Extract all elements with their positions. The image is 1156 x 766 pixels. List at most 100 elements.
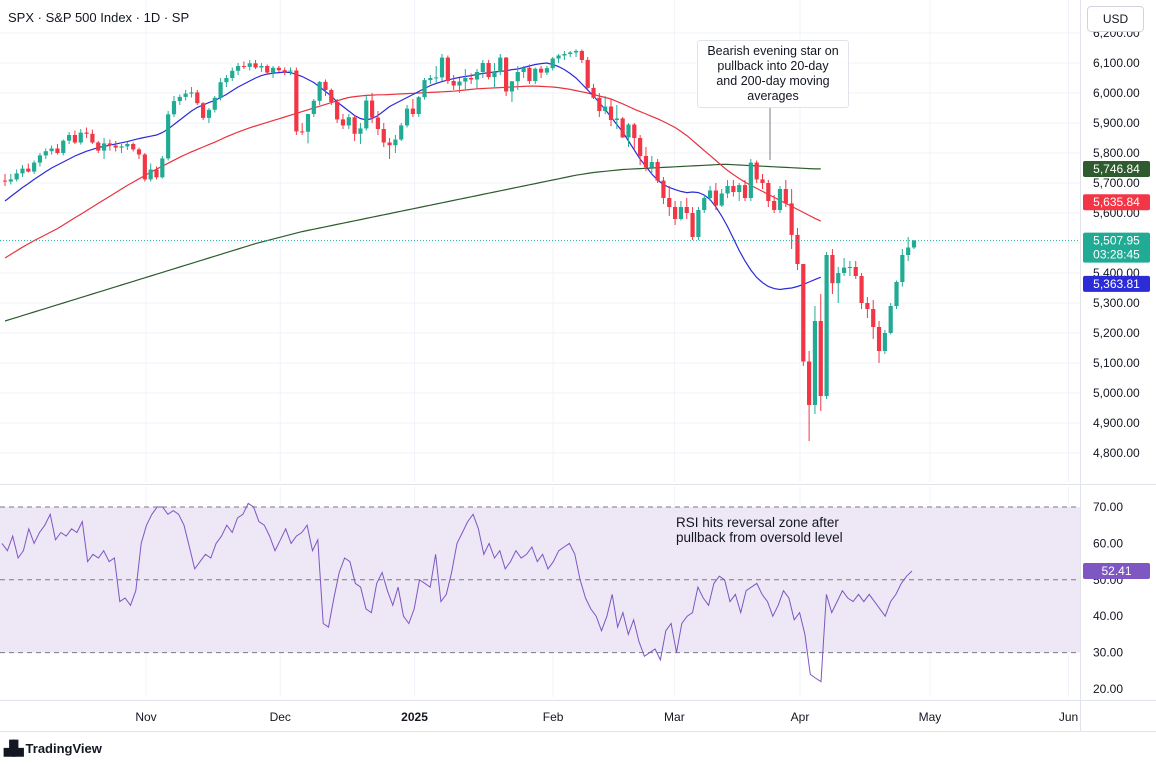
rsi-annotation: RSI hits reversal zone after pullback fr… bbox=[676, 515, 843, 545]
candle-body bbox=[847, 267, 853, 268]
candle-body bbox=[410, 108, 415, 114]
price-annotation-line: averages bbox=[747, 89, 799, 103]
price-annotation: Bearish evening star on pullback into 20… bbox=[697, 40, 849, 108]
candle-body bbox=[515, 72, 520, 82]
candle-body bbox=[282, 70, 287, 72]
candle-body bbox=[672, 207, 678, 219]
candle-body bbox=[690, 213, 695, 237]
candle-body bbox=[585, 60, 590, 88]
candle-body bbox=[754, 162, 759, 180]
candle-body bbox=[504, 57, 509, 92]
candle-body bbox=[725, 186, 730, 194]
rsi-axis-label: 30.00 bbox=[1093, 646, 1123, 660]
candle-body bbox=[101, 143, 107, 151]
candle-body bbox=[177, 96, 182, 102]
symbol-header[interactable]: SPX · S&P 500 Index · 1D · SP bbox=[8, 10, 190, 25]
time-axis-label: Apr bbox=[791, 710, 810, 724]
candle-body bbox=[90, 133, 95, 143]
candle-body bbox=[72, 135, 78, 143]
candle-body bbox=[247, 63, 252, 67]
candle-body bbox=[474, 72, 480, 80]
candle-body bbox=[340, 119, 346, 126]
candle-body bbox=[678, 207, 684, 219]
candle-body bbox=[49, 148, 54, 152]
price-axis-label: 6,000.00 bbox=[1093, 86, 1140, 100]
candle-body bbox=[404, 108, 410, 126]
candle-body bbox=[61, 140, 66, 153]
candle-body bbox=[434, 77, 439, 79]
candle-body bbox=[509, 81, 515, 92]
candle-body bbox=[387, 142, 392, 146]
rsi-line bbox=[1, 502, 913, 683]
candle-body bbox=[171, 101, 177, 115]
candle-body bbox=[445, 57, 450, 81]
candle-body bbox=[667, 198, 672, 207]
candle-body bbox=[696, 210, 701, 237]
rsi-annotation-line: pullback from oversold level bbox=[676, 530, 843, 545]
price-annotation-line: pullback into 20-day bbox=[717, 59, 829, 73]
candle-body bbox=[807, 361, 812, 405]
price-axis-label: 5,000.00 bbox=[1093, 386, 1140, 400]
candle-body bbox=[84, 132, 89, 134]
candle-body bbox=[265, 66, 270, 73]
candle-body bbox=[352, 117, 357, 134]
price-axis-label: 5,900.00 bbox=[1093, 116, 1140, 130]
candle-body bbox=[492, 72, 497, 78]
candle-body bbox=[136, 149, 142, 155]
candle-body bbox=[853, 267, 858, 276]
candle-body bbox=[707, 190, 713, 198]
candle-body bbox=[311, 100, 316, 114]
price-axis-label: 5,300.00 bbox=[1093, 296, 1140, 310]
candle-body bbox=[608, 106, 614, 120]
candle-body bbox=[748, 162, 753, 198]
candle-body bbox=[614, 118, 619, 120]
candle-body bbox=[148, 169, 153, 180]
ma-value-badge bbox=[1083, 160, 1150, 177]
candle-body bbox=[317, 81, 322, 101]
candle-body bbox=[649, 162, 654, 168]
rsi-axis-label: 40.00 bbox=[1093, 609, 1123, 623]
candle-body bbox=[655, 162, 660, 181]
candle-body bbox=[8, 179, 13, 182]
candle-body bbox=[37, 155, 43, 163]
candle-body bbox=[480, 63, 485, 72]
time-axis-label: Nov bbox=[135, 710, 156, 724]
candle-body bbox=[66, 135, 72, 141]
ma50-line bbox=[4, 85, 822, 259]
candle-body bbox=[2, 180, 8, 182]
candle-body bbox=[428, 78, 433, 81]
price-axis-label: 4,800.00 bbox=[1093, 446, 1140, 460]
candle-body bbox=[32, 162, 37, 172]
candle-body bbox=[643, 156, 649, 168]
candle-body bbox=[865, 303, 870, 309]
candle-body bbox=[305, 114, 311, 132]
tradingview-branding[interactable]: ▟▙ TradingView bbox=[4, 740, 102, 757]
time-axis-label: 2025 bbox=[401, 710, 428, 724]
candle-body bbox=[270, 67, 276, 73]
candle-body bbox=[824, 255, 829, 396]
candle-body bbox=[719, 193, 724, 206]
candle-body bbox=[830, 255, 835, 284]
candle-body bbox=[900, 255, 905, 282]
tradingview-logo-icon: ▟▙ bbox=[4, 740, 23, 756]
candle-body bbox=[777, 189, 783, 210]
candle-body bbox=[20, 168, 25, 174]
last-price-badge-text: 5,507.95 bbox=[1093, 234, 1140, 248]
candle-body bbox=[369, 100, 375, 118]
currency-button[interactable]: USD bbox=[1087, 6, 1144, 32]
price-annotation-line: and 200-day moving bbox=[716, 74, 830, 88]
candle-body bbox=[562, 54, 567, 56]
candle-body bbox=[550, 58, 555, 69]
candle-body bbox=[538, 68, 544, 73]
ma-value-badge-text: 5,363.81 bbox=[1093, 277, 1140, 291]
price-axis-label: 5,800.00 bbox=[1093, 146, 1140, 160]
rsi-annotation-line: RSI hits reversal zone after bbox=[676, 515, 839, 530]
candle-body bbox=[381, 129, 386, 143]
candle-body bbox=[772, 201, 777, 210]
candle-body bbox=[451, 81, 456, 86]
candle-body bbox=[766, 183, 771, 201]
price-axis-label: 6,100.00 bbox=[1093, 56, 1140, 70]
ma-value-badge-text: 5,635.84 bbox=[1093, 195, 1140, 209]
candle-body bbox=[906, 247, 911, 255]
